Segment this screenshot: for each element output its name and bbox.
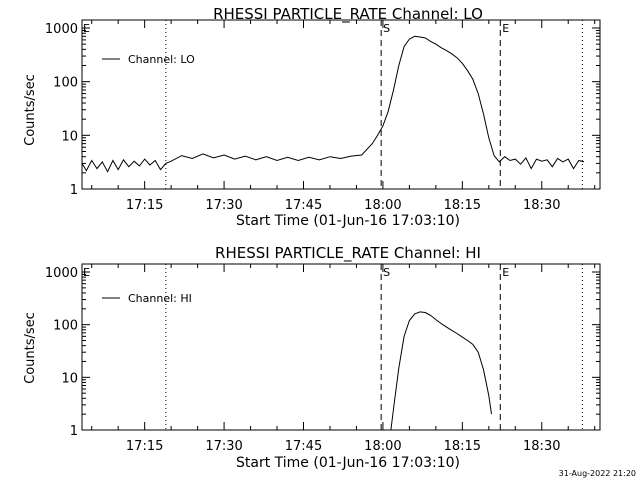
x-tick-label: 17:15 <box>126 198 163 213</box>
generation-timestamp: 31-Aug-2022 21:20 <box>559 469 636 478</box>
marker-label: E <box>83 22 90 35</box>
lo-chart-title: RHESSI PARTICLE_RATE Channel: LO <box>213 5 483 24</box>
y-tick-label: 1 <box>70 183 78 198</box>
x-tick-label: 18:15 <box>444 198 481 213</box>
x-tick-label: 18:30 <box>523 439 560 454</box>
x-tick-label: 18:15 <box>444 439 481 454</box>
lo-x-axis-label: Start Time (01-Jun-16 17:03:10) <box>236 213 460 229</box>
series-line <box>81 35 585 173</box>
plot-frame <box>81 263 601 431</box>
marker-label: E <box>502 266 509 279</box>
series-line <box>390 311 492 431</box>
marker-label: S <box>383 266 390 279</box>
lo-channel-panel: RHESSI PARTICLE_RATE Channel: LO Start T… <box>23 5 601 229</box>
hi-x-axis-label: Start Time (01-Jun-16 17:03:10) <box>236 455 460 471</box>
y-tick-label: 10 <box>61 371 78 386</box>
x-tick-label: 17:45 <box>285 198 322 213</box>
y-tick-label: 1000 <box>45 266 78 281</box>
x-tick-label: 17:15 <box>126 439 163 454</box>
hi-chart-title: RHESSI PARTICLE_RATE Channel: HI <box>215 244 481 263</box>
hi-legend-label: Channel: HI <box>128 292 192 305</box>
hi-y-axis-label: Counts/sec <box>23 312 38 384</box>
hi-channel-panel: RHESSI PARTICLE_RATE Channel: HI Start T… <box>23 244 601 471</box>
y-tick-label: 100 <box>53 76 78 91</box>
x-tick-label: 17:30 <box>205 439 242 454</box>
y-tick-label: 100 <box>53 319 78 334</box>
y-tick-label: 1000 <box>45 22 78 37</box>
x-tick-label: 18:00 <box>364 439 401 454</box>
y-tick-label: 10 <box>61 129 78 144</box>
plot-frame <box>81 19 601 190</box>
marker-label: E <box>502 22 509 35</box>
x-tick-label: 17:30 <box>205 198 242 213</box>
x-tick-label: 17:45 <box>285 439 322 454</box>
x-tick-label: 18:00 <box>364 198 401 213</box>
lo-y-axis-label: Counts/sec <box>23 74 38 146</box>
marker-label: S <box>383 22 390 35</box>
lo-legend-label: Channel: LO <box>128 53 195 66</box>
marker-label: E <box>83 266 90 279</box>
y-tick-label: 1 <box>70 424 78 439</box>
x-tick-label: 18:30 <box>523 198 560 213</box>
